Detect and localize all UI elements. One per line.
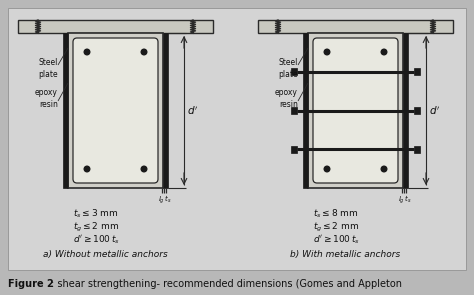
Bar <box>38 20 193 33</box>
Text: $d' \geq 100\, t_s$: $d' \geq 100\, t_s$ <box>73 234 120 247</box>
Text: $t_g \leq 2$ mm: $t_g \leq 2$ mm <box>313 221 359 234</box>
Text: $d'$: $d'$ <box>429 104 440 117</box>
Bar <box>68 33 163 188</box>
FancyBboxPatch shape <box>313 38 398 183</box>
Text: Figure 2: Figure 2 <box>8 279 54 289</box>
Circle shape <box>324 166 330 172</box>
Text: $l_g\,t_s$: $l_g\,t_s$ <box>398 193 412 206</box>
Text: : shear strengthening- recommended dimensions (Gomes and Appleton: : shear strengthening- recommended dimen… <box>51 279 402 289</box>
Bar <box>18 20 38 33</box>
Circle shape <box>141 166 147 172</box>
Text: Steel
plate: Steel plate <box>278 58 298 79</box>
Text: $t_s \leq 8$ mm: $t_s \leq 8$ mm <box>313 208 358 220</box>
Circle shape <box>381 49 387 55</box>
Text: $l_g\,t_s$: $l_g\,t_s$ <box>158 193 172 206</box>
Circle shape <box>84 49 90 55</box>
Circle shape <box>84 166 90 172</box>
Bar <box>278 20 433 33</box>
Circle shape <box>324 49 330 55</box>
Bar <box>291 68 297 75</box>
Bar <box>63 33 68 188</box>
Circle shape <box>141 49 147 55</box>
Bar <box>414 107 420 114</box>
Bar <box>258 20 278 33</box>
Bar <box>414 146 420 153</box>
Text: a) Without metallic anchors: a) Without metallic anchors <box>43 250 168 259</box>
Text: $d' \geq 100\, t_s$: $d' \geq 100\, t_s$ <box>313 234 360 247</box>
Text: $d'$: $d'$ <box>187 104 198 117</box>
Bar <box>291 146 297 153</box>
Bar <box>433 20 453 33</box>
Bar <box>291 107 297 114</box>
Bar <box>8 8 466 270</box>
Bar <box>403 33 408 188</box>
Text: Steel
plate: Steel plate <box>38 58 58 79</box>
Text: epoxy
resin: epoxy resin <box>275 88 298 109</box>
Bar <box>414 68 420 75</box>
Bar <box>163 33 168 188</box>
Bar <box>308 33 403 188</box>
Bar <box>303 33 308 188</box>
Text: b) With metallic anchors: b) With metallic anchors <box>291 250 401 259</box>
FancyBboxPatch shape <box>73 38 158 183</box>
Text: $t_g \leq 2$ mm: $t_g \leq 2$ mm <box>73 221 119 234</box>
Circle shape <box>381 166 387 172</box>
Text: $t_s \leq 3$ mm: $t_s \leq 3$ mm <box>73 208 118 220</box>
Text: epoxy
resin: epoxy resin <box>35 88 58 109</box>
Bar <box>193 20 213 33</box>
